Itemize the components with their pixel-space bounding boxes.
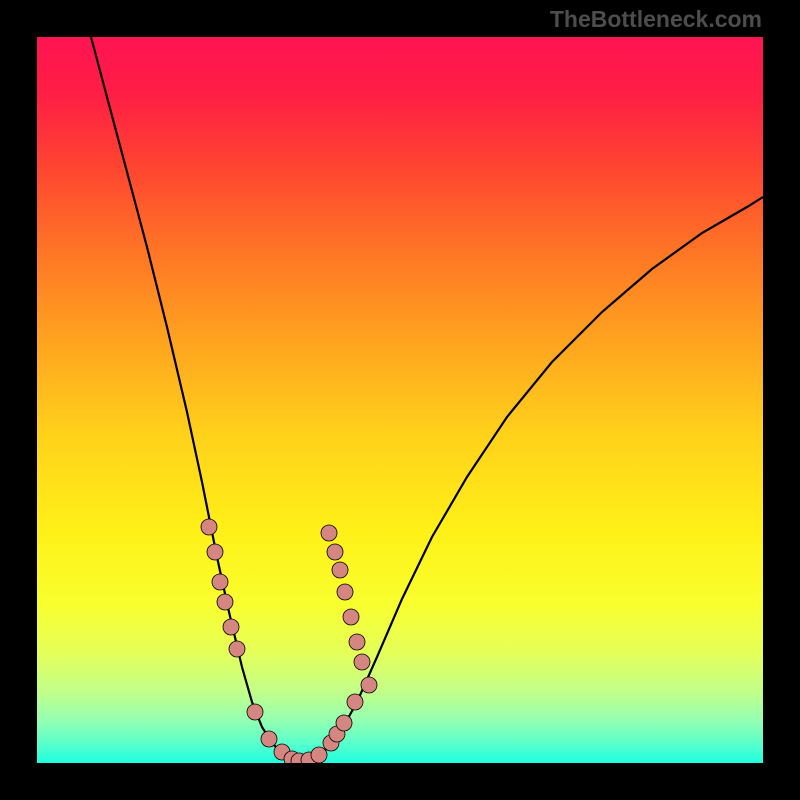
chart-container: TheBottleneck.com: [0, 0, 800, 800]
data-marker: [332, 562, 348, 578]
data-marker: [321, 525, 337, 541]
data-marker: [343, 609, 359, 625]
data-marker: [336, 715, 352, 731]
data-marker: [354, 654, 370, 670]
data-marker: [212, 574, 228, 590]
plot-area: [37, 37, 763, 763]
data-marker: [261, 731, 277, 747]
gradient-background: [37, 37, 763, 763]
data-marker: [247, 704, 263, 720]
data-marker: [337, 584, 353, 600]
data-marker: [229, 641, 245, 657]
data-marker: [361, 677, 377, 693]
data-marker: [223, 619, 239, 635]
watermark-text: TheBottleneck.com: [550, 6, 762, 33]
data-marker: [347, 694, 363, 710]
data-marker: [311, 747, 327, 763]
data-marker: [349, 634, 365, 650]
data-marker: [217, 594, 233, 610]
chart-svg: [37, 37, 763, 763]
data-marker: [207, 544, 223, 560]
data-marker: [327, 544, 343, 560]
data-marker: [201, 519, 217, 535]
